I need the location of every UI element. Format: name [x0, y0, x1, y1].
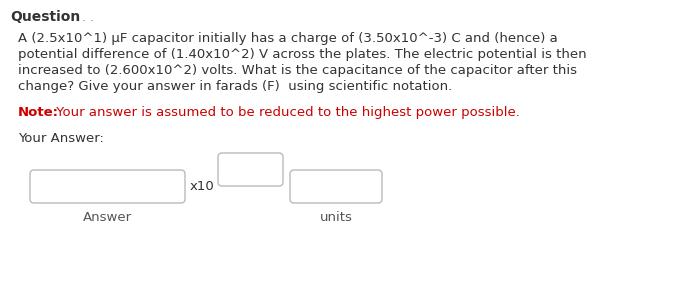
FancyBboxPatch shape	[30, 170, 185, 203]
Text: Your answer is assumed to be reduced to the highest power possible.: Your answer is assumed to be reduced to …	[52, 106, 520, 119]
Text: potential difference of (1.40x10^2) V across the plates. The electric potential : potential difference of (1.40x10^2) V ac…	[18, 48, 587, 61]
FancyBboxPatch shape	[290, 170, 382, 203]
Text: Answer: Answer	[83, 211, 132, 224]
Text: Note:: Note:	[18, 106, 59, 119]
Text: units: units	[320, 211, 352, 224]
Text: Question: Question	[10, 10, 80, 24]
Text: increased to (2.600x10^2) volts. What is the capacitance of the capacitor after : increased to (2.600x10^2) volts. What is…	[18, 64, 577, 77]
Text: change? Give your answer in farads (F)  using scientific notation.: change? Give your answer in farads (F) u…	[18, 80, 452, 93]
Text: A (2.5x10^1) μF capacitor initially has a charge of (3.50x10^-3) C and (hence) a: A (2.5x10^1) μF capacitor initially has …	[18, 32, 558, 45]
FancyBboxPatch shape	[218, 153, 283, 186]
Text: . .: . .	[78, 11, 94, 24]
Text: x10: x10	[190, 180, 215, 193]
Text: Your Answer:: Your Answer:	[18, 132, 104, 145]
